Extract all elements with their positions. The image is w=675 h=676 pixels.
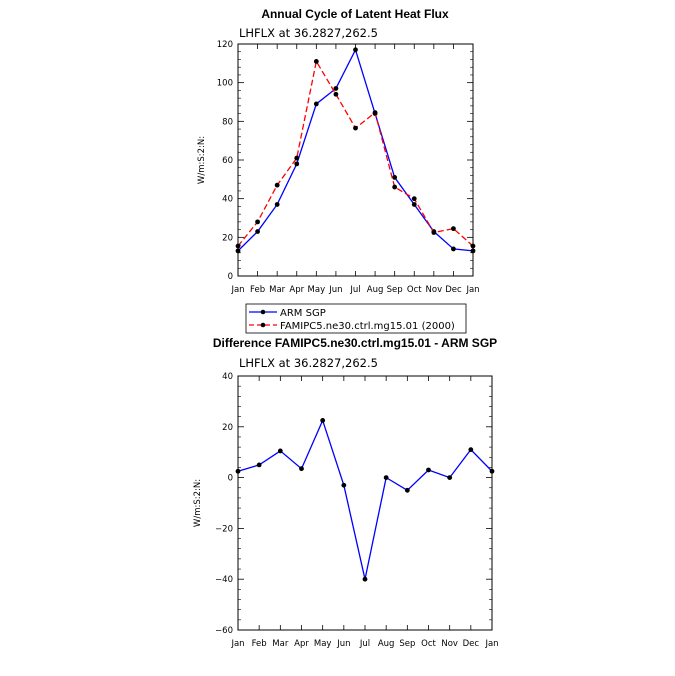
data-point xyxy=(353,125,358,131)
x-tick-label: Jul xyxy=(349,285,360,295)
data-point xyxy=(431,230,437,235)
chart1-title: Annual Cycle of Latent Heat Flux xyxy=(261,7,449,21)
data-point xyxy=(256,462,262,468)
data-point xyxy=(470,243,476,249)
x-tick-label: Sep xyxy=(387,285,403,295)
chart1-marks: Jan Feb Mar Apr May Jun Jul Aug Sep Oct Nov Dec Jan0… xyxy=(217,40,480,295)
series-line-0 xyxy=(237,418,493,580)
x-tick-label: Jan xyxy=(230,285,244,295)
data-point xyxy=(451,246,456,252)
data-point xyxy=(383,475,389,480)
data-point xyxy=(274,182,280,188)
data-point xyxy=(320,418,326,423)
data-point xyxy=(372,110,378,116)
legend-marker-famipc5 xyxy=(260,322,266,328)
y-tick-label: −60 xyxy=(215,626,233,636)
x-tick-label: Oct xyxy=(407,285,422,295)
chart1-plot-frame xyxy=(237,43,474,277)
data-point xyxy=(299,466,304,472)
data-point xyxy=(392,184,398,190)
data-point xyxy=(411,202,417,207)
data-point xyxy=(392,175,398,180)
chart1-ylabel: W/m:S:2:N: xyxy=(197,136,207,184)
data-point xyxy=(294,161,300,167)
x-tick-label: Nov xyxy=(426,285,443,295)
data-point xyxy=(333,86,339,91)
x-tick-label: Apr xyxy=(294,639,309,649)
x-tick-label: May xyxy=(308,285,326,295)
x-tick-label: Dec xyxy=(463,639,480,649)
x-tick-label: Aug xyxy=(378,639,395,649)
data-point xyxy=(277,448,283,454)
data-point xyxy=(470,248,476,254)
chart2-marks: Jan Feb Mar Apr May Jun Jul Aug Sep Oct Nov Dec Jan −… xyxy=(215,372,499,649)
y-tick-label: −40 xyxy=(215,575,233,585)
x-tick-label: Oct xyxy=(421,639,436,649)
x-tick-label: Apr xyxy=(289,285,304,295)
chart2-ylabel: W/m:S:2:N: xyxy=(193,479,203,527)
data-point xyxy=(294,155,300,161)
data-point xyxy=(447,475,453,480)
x-tick-label: Feb xyxy=(252,639,267,649)
legend-marker-arm-sgp xyxy=(260,309,266,315)
data-point xyxy=(255,219,260,225)
y-tick-label: 0 xyxy=(228,272,233,282)
series-line-0 xyxy=(237,48,474,252)
data-point xyxy=(468,447,474,453)
y-tick-label: 40 xyxy=(222,372,233,382)
y-tick-label: 60 xyxy=(222,156,233,166)
series-line-1 xyxy=(237,59,474,247)
data-point xyxy=(235,243,241,249)
x-tick-label: Mar xyxy=(272,639,289,649)
legend-label-arm-sgp: ARM SGP xyxy=(280,308,326,319)
data-point xyxy=(411,196,417,202)
y-tick-label: 20 xyxy=(222,233,233,243)
x-tick-label: Mar xyxy=(269,285,286,295)
x-tick-label: May xyxy=(314,639,332,649)
x-tick-label: Jan xyxy=(484,639,498,649)
data-point xyxy=(235,468,241,474)
x-tick-label: Jun xyxy=(328,285,342,295)
x-tick-label: Nov xyxy=(441,639,458,649)
x-tick-label: Sep xyxy=(399,639,415,649)
chart2-plot-frame xyxy=(237,375,493,631)
x-tick-label: Feb xyxy=(250,285,265,295)
data-point xyxy=(451,226,456,232)
data-point xyxy=(426,467,431,473)
chart1-subtitle: LHFLX at 36.2827,262.5 xyxy=(239,26,378,40)
data-point xyxy=(274,202,280,207)
x-tick-label: Dec xyxy=(445,285,462,295)
x-tick-label: Jun xyxy=(336,639,350,649)
data-point xyxy=(404,487,410,493)
data-point xyxy=(341,482,347,488)
data-point xyxy=(255,229,260,234)
data-point xyxy=(333,91,339,97)
x-tick-label: Jul xyxy=(359,639,370,649)
data-point xyxy=(489,468,495,474)
x-tick-label: Aug xyxy=(367,285,384,295)
data-point xyxy=(362,576,368,582)
y-tick-label: 20 xyxy=(222,423,233,433)
y-tick-label: 80 xyxy=(222,117,233,127)
x-tick-label: Jan xyxy=(230,639,244,649)
y-tick-label: 0 xyxy=(228,474,233,484)
y-tick-label: 100 xyxy=(217,79,233,89)
chart1-legend xyxy=(245,303,467,334)
y-tick-label: 120 xyxy=(217,40,233,50)
data-point xyxy=(353,47,358,53)
chart2-title: Difference FAMIPC5.ne30.ctrl.mg15.01 - A… xyxy=(213,336,497,350)
legend-label-famipc5: FAMIPC5.ne30.ctrl.mg15.01 (2000) xyxy=(280,321,455,332)
data-point xyxy=(235,248,241,254)
data-point xyxy=(313,101,319,107)
chart2-subtitle: LHFLX at 36.2827,262.5 xyxy=(239,356,378,370)
y-tick-label: −20 xyxy=(215,524,233,534)
x-tick-label: Jan xyxy=(465,285,479,295)
y-tick-label: 40 xyxy=(222,195,233,205)
data-point xyxy=(313,59,319,64)
